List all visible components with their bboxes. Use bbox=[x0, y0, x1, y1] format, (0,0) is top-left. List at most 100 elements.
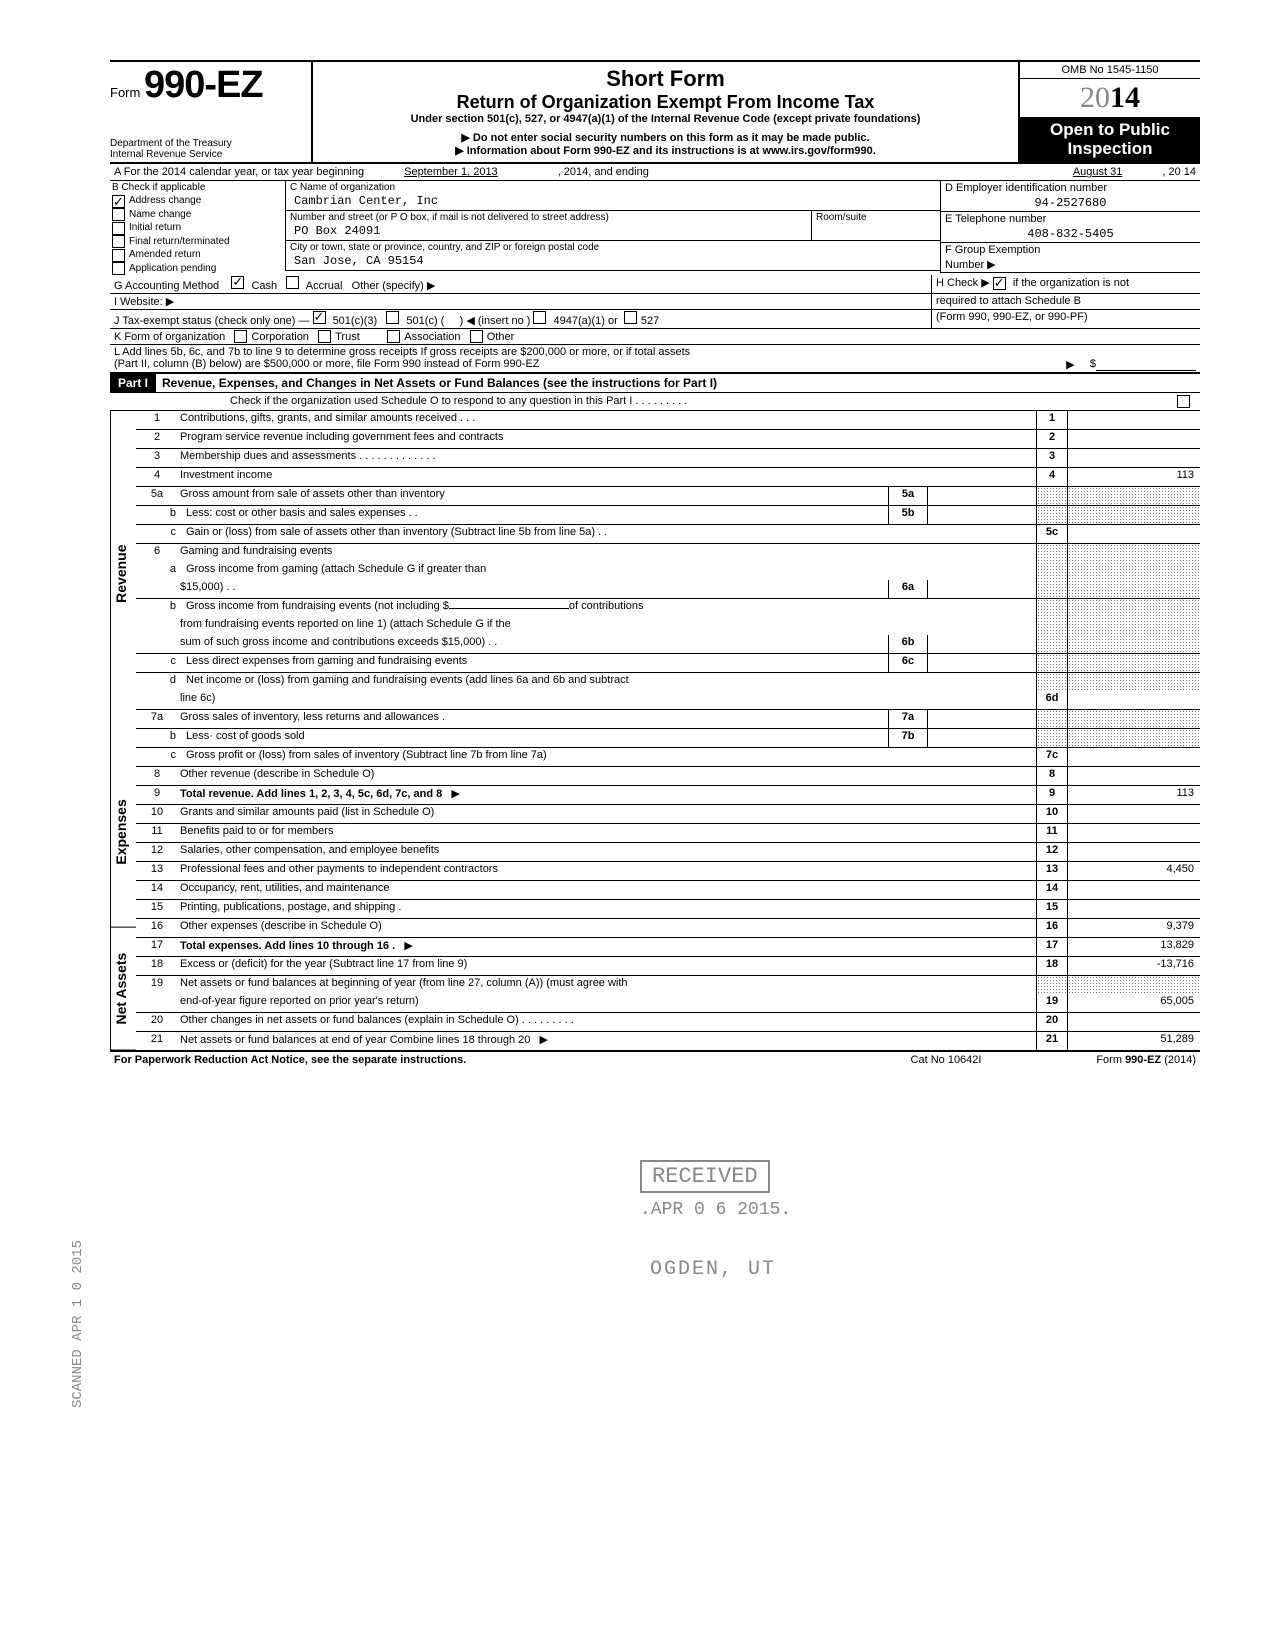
ln-8-rn: 8 bbox=[1036, 767, 1067, 785]
e-tel-value: 408-832-5405 bbox=[940, 226, 1200, 243]
ln-6-no: 6 bbox=[136, 544, 178, 562]
ln-2-txt: Program service revenue including govern… bbox=[178, 430, 1036, 448]
i-website: I Website: ▶ bbox=[110, 294, 931, 309]
dept-block: Department of the Treasury Internal Reve… bbox=[110, 138, 305, 160]
ln-7a-no: 7a bbox=[136, 710, 178, 728]
part1-schedo: Check if the organization used Schedule … bbox=[110, 393, 1200, 411]
b-name: Name change bbox=[129, 208, 191, 222]
part1-schedo-text: Check if the organization used Schedule … bbox=[230, 395, 1177, 408]
ln-2-rn: 2 bbox=[1036, 430, 1067, 448]
year-suffix: 14 bbox=[1110, 81, 1140, 114]
j-527: 527 bbox=[641, 315, 659, 327]
ln-18-no: 18 bbox=[136, 957, 178, 975]
ln-3-txt: Membership dues and assessments . . . . … bbox=[178, 449, 1036, 467]
part1-label: Part I bbox=[110, 374, 156, 392]
ln-15-no: 15 bbox=[136, 900, 178, 918]
ln-19-txt2: end-of-year figure reported on prior yea… bbox=[178, 994, 1036, 1012]
checkbox-501c3[interactable] bbox=[313, 311, 326, 324]
ln-20-rn: 20 bbox=[1036, 1013, 1067, 1031]
ln-6c-mb: 6c bbox=[888, 654, 928, 672]
section-expenses: Expenses bbox=[110, 737, 136, 928]
checkbox-cash[interactable] bbox=[231, 276, 244, 289]
ln-1-rn: 1 bbox=[1036, 411, 1067, 429]
checkbox-4947[interactable] bbox=[533, 311, 546, 324]
ln-11-no: 11 bbox=[136, 824, 178, 842]
h-line3: (Form 990, 990-EZ, or 990-PF) bbox=[931, 310, 1200, 328]
ln-4-rv: 113 bbox=[1067, 468, 1200, 486]
checkbox-final-return[interactable] bbox=[112, 235, 125, 248]
col-c: C Name of organizationCambrian Center, I… bbox=[285, 181, 940, 275]
ln-21-rn: 21 bbox=[1036, 1032, 1067, 1050]
k-other: Other bbox=[487, 331, 515, 343]
k-corp: Corporation bbox=[251, 331, 308, 343]
checkbox-initial-return[interactable] bbox=[112, 222, 125, 235]
ln-19-rv: 65,005 bbox=[1067, 994, 1200, 1012]
checkbox-amended[interactable] bbox=[112, 249, 125, 262]
ln-7b-no: b bbox=[136, 729, 184, 747]
ln-15-txt: Printing, publications, postage, and shi… bbox=[178, 900, 1036, 918]
line-a-end-month: August 31 bbox=[1073, 166, 1123, 178]
footer-cat: Cat No 10642I bbox=[846, 1054, 1046, 1066]
ln-7a-mb: 7a bbox=[888, 710, 928, 728]
title-return: Return of Organization Exempt From Incom… bbox=[319, 92, 1012, 113]
f-group-label: F Group Exemption bbox=[940, 243, 1200, 257]
open-to-public: Open to Public Inspection bbox=[1020, 117, 1200, 162]
checkbox-trust[interactable] bbox=[318, 330, 331, 343]
checkbox-name-change[interactable] bbox=[112, 208, 125, 221]
b-header: B Check if applicable bbox=[110, 181, 285, 194]
checkbox-address-change[interactable] bbox=[112, 195, 125, 208]
row-i: I Website: ▶ required to attach Schedule… bbox=[110, 294, 1200, 310]
ln-6a-txt2: $15,000) . . bbox=[178, 580, 888, 598]
ln-10-txt: Grants and similar amounts paid (list in… bbox=[178, 805, 1036, 823]
checkbox-accrual[interactable] bbox=[286, 276, 299, 289]
ln-3-rn: 3 bbox=[1036, 449, 1067, 467]
part1-title: Revenue, Expenses, and Changes in Net As… bbox=[156, 374, 723, 392]
ln-9-txt: Total revenue. Add lines 1, 2, 3, 4, 5c,… bbox=[178, 786, 1036, 804]
stamp-received: RECEIVED bbox=[640, 1160, 770, 1193]
ln-11-rn: 11 bbox=[1036, 824, 1067, 842]
checkbox-schedo[interactable] bbox=[1177, 395, 1190, 408]
checkbox-527[interactable] bbox=[624, 311, 637, 324]
checkbox-assoc[interactable] bbox=[387, 330, 400, 343]
ln-5a-txt: Gross amount from sale of assets other t… bbox=[178, 487, 888, 505]
ln-17-no: 17 bbox=[136, 938, 178, 956]
ln-15-rn: 15 bbox=[1036, 900, 1067, 918]
footer: For Paperwork Reduction Act Notice, see … bbox=[110, 1052, 1200, 1068]
checkbox-h[interactable] bbox=[993, 277, 1006, 290]
ln-21-no: 21 bbox=[136, 1032, 178, 1050]
ln-6b-t1: Gross income from fundraising events (no… bbox=[184, 599, 1036, 617]
tax-year: 2014 bbox=[1020, 79, 1200, 117]
ln-6b-no: b bbox=[136, 599, 184, 617]
ln-5b-txt: Less: cost or other basis and sales expe… bbox=[184, 506, 888, 524]
checkbox-501c[interactable] bbox=[386, 311, 399, 324]
line-a: A For the 2014 calendar year, or tax yea… bbox=[110, 164, 1200, 181]
ln-1-txt: Contributions, gifts, grants, and simila… bbox=[178, 411, 1036, 429]
checkbox-corp[interactable] bbox=[234, 330, 247, 343]
ln-9-rn: 9 bbox=[1036, 786, 1067, 804]
ln-16-rv: 9,379 bbox=[1067, 919, 1200, 937]
ln-6c-txt: Less direct expenses from gaming and fun… bbox=[184, 654, 888, 672]
ln-11-txt: Benefits paid to or for members bbox=[178, 824, 1036, 842]
ln-4-no: 4 bbox=[136, 468, 178, 486]
d-ein-value: 94-2527680 bbox=[940, 195, 1200, 212]
ln-3-rv bbox=[1067, 449, 1200, 467]
ln-5b-mb: 5b bbox=[888, 506, 928, 524]
ln-20-txt: Other changes in net assets or fund bala… bbox=[178, 1013, 1036, 1031]
stamp-ogden: OGDEN, UT bbox=[650, 1258, 776, 1281]
g-other: Other (specify) ▶ bbox=[352, 280, 436, 292]
ln-6d-txt: Net income or (loss) from gaming and fun… bbox=[184, 673, 1036, 691]
ln-8-txt: Other revenue (describe in Schedule O) bbox=[178, 767, 1036, 785]
ln-14-no: 14 bbox=[136, 881, 178, 899]
ln-7b-mb: 7b bbox=[888, 729, 928, 747]
b-initial: Initial return bbox=[129, 221, 181, 235]
checkbox-other[interactable] bbox=[470, 330, 483, 343]
ln-12-rn: 12 bbox=[1036, 843, 1067, 861]
ln-5b-no: b bbox=[136, 506, 184, 524]
ln-6d-rn: 6d bbox=[1036, 691, 1067, 709]
e-tel-label: E Telephone number bbox=[940, 212, 1200, 226]
checkbox-app-pending[interactable] bbox=[112, 262, 125, 275]
row-j: J Tax-exempt status (check only one) — 5… bbox=[110, 310, 1200, 329]
ln-16-rn: 16 bbox=[1036, 919, 1067, 937]
k-label: K Form of organization bbox=[114, 331, 225, 343]
ln-9-rv: 113 bbox=[1067, 786, 1200, 804]
